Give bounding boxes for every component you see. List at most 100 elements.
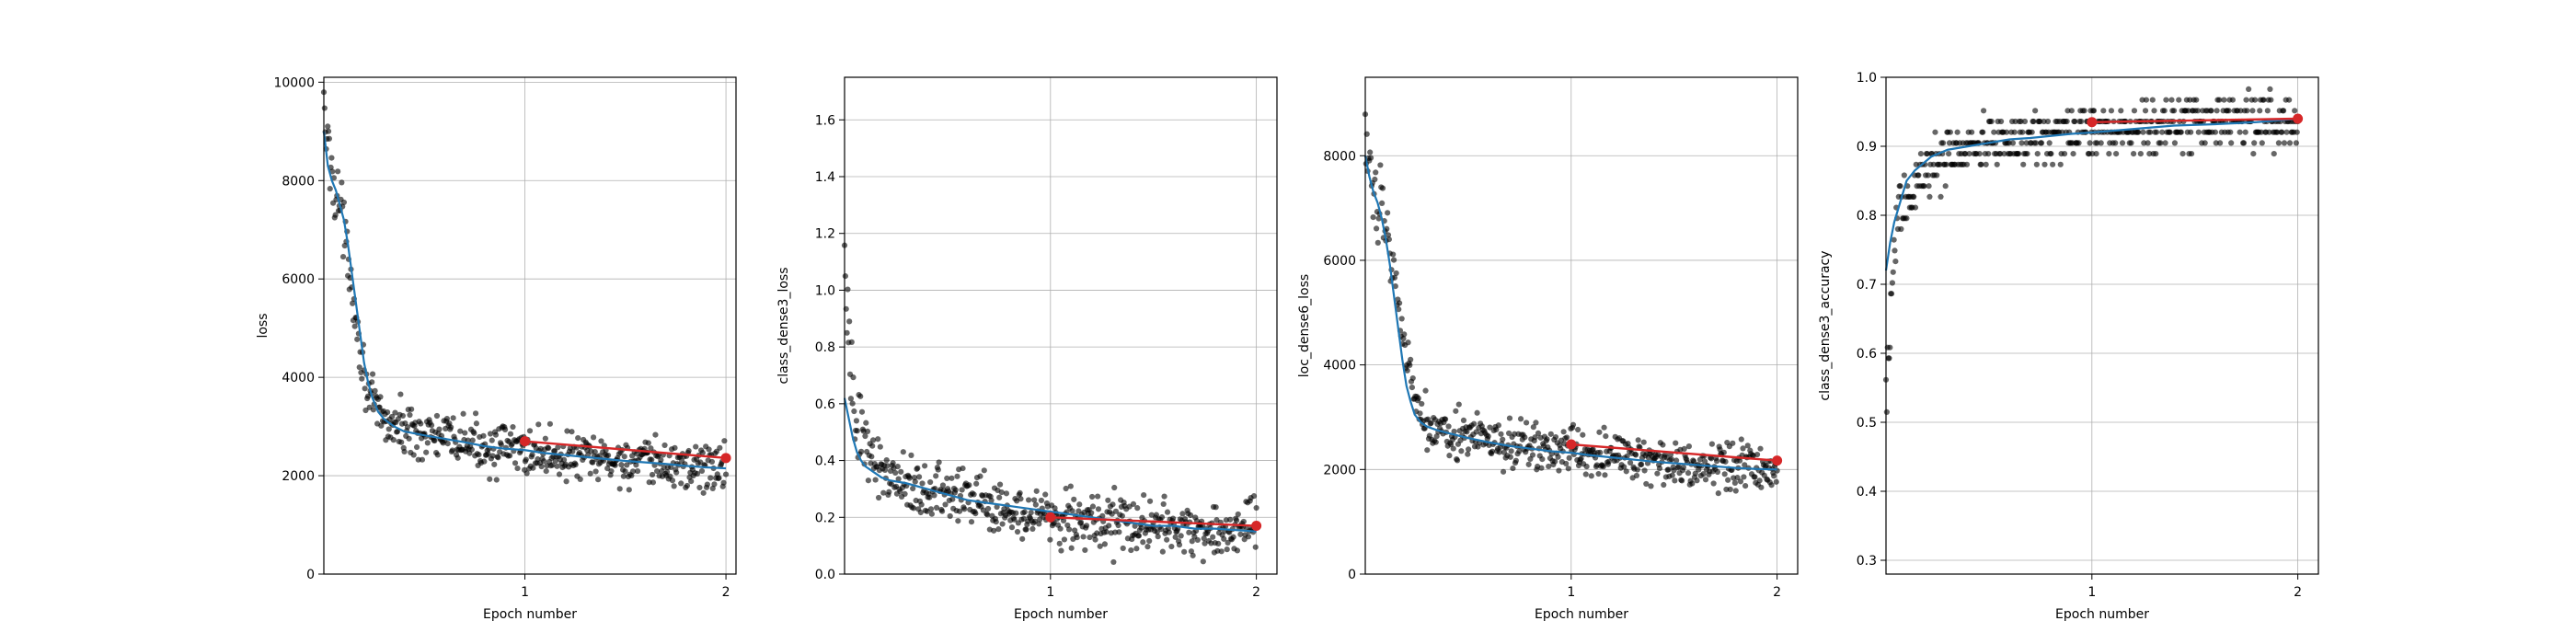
- panel-class-dense3-loss-batch-point: [1101, 541, 1108, 547]
- panel-class-dense3-loss-batch-point: [954, 473, 960, 479]
- panel-class-dense3-accuracy-batch-point: [1932, 129, 1938, 135]
- panel-class-dense3-loss-batch-point: [884, 463, 891, 469]
- panel-loc-dense6-loss-batch-point: [1752, 474, 1758, 480]
- panel-class-dense3-accuracy-y-tick-label-1: 0.4: [1857, 485, 1877, 500]
- panel-class-dense3-loss-batch-point: [1056, 540, 1063, 546]
- panel-class-dense3-accuracy-batch-point: [1962, 151, 1969, 157]
- panel-loc-dense6-loss-batch-point: [1455, 401, 1462, 408]
- panel-loss-batch-point: [555, 444, 561, 451]
- panel-loss-batch-point: [563, 478, 569, 485]
- panel-class-dense3-accuracy-batch-point: [2030, 118, 2037, 125]
- panel-loss-batch-point: [622, 468, 628, 475]
- panel-class-dense3-loss-batch-point: [1201, 535, 1207, 542]
- panel-class-dense3-accuracy-batch-point: [2225, 108, 2232, 114]
- panel-loss-batch-point: [699, 450, 706, 456]
- panel-loc-dense6-loss-batch-point: [1500, 436, 1506, 443]
- panel-class-dense3-loss-batch-point: [1221, 535, 1227, 542]
- panel-class-dense3-accuracy-batch-point: [2188, 129, 2194, 135]
- panel-class-dense3-loss-batch-point: [1042, 491, 1049, 498]
- panel-loc-dense6-loss-epoch-mean-marker-1: [1772, 455, 1783, 466]
- panel-loc-dense6-loss-batch-point: [1409, 374, 1416, 382]
- panel-loc-dense6-loss-batch-point: [1715, 490, 1721, 497]
- panel-loc-dense6-loss-batch-point: [1496, 449, 1502, 455]
- panel-loc-dense6-loss-batch-point: [1530, 424, 1536, 431]
- panel-loc-dense6-loss-batch-point: [1401, 331, 1408, 338]
- panel-loss-batch-point: [418, 420, 424, 427]
- panel-class-dense3-loss-batch-point: [922, 463, 928, 469]
- panel-loss-batch-point: [507, 453, 513, 459]
- panel-class-dense3-loss-batch-point: [1153, 512, 1160, 518]
- panel-loc-dense6-loss-batch-point: [1717, 446, 1723, 453]
- panel-loc-dense6-loss-y-tick-label-1: 2000: [1323, 463, 1356, 477]
- panel-class-dense3-accuracy-batch-point: [1943, 161, 1949, 167]
- panel-class-dense3-accuracy-batch-point: [2141, 140, 2147, 146]
- panel-loss-batch-point: [369, 371, 376, 377]
- panel-class-dense3-loss-batch-point: [1224, 546, 1230, 553]
- panel-loss-batch-point: [339, 179, 345, 186]
- panel-loss-batch-point: [351, 323, 358, 329]
- panel-loc-dense6-loss-batch-point: [1379, 185, 1386, 191]
- panel-class-dense3-accuracy-y-tick-label-7: 1.0: [1857, 71, 1877, 86]
- panel-class-dense3-loss-batch-point: [906, 475, 913, 481]
- panel-class-dense3-loss-batch-point: [846, 318, 853, 325]
- panel-class-dense3-accuracy-batch-point: [2064, 108, 2071, 114]
- panel-class-dense3-loss-batch-point: [1110, 501, 1116, 508]
- panel-class-dense3-loss-batch-point: [1018, 496, 1024, 502]
- panel-class-dense3-accuracy-batch-point: [2093, 151, 2099, 157]
- panel-loss-batch-point: [523, 456, 529, 463]
- panel-class-dense3-accuracy-batch-point: [2087, 140, 2093, 146]
- panel-class-dense3-accuracy-batch-point: [2068, 108, 2075, 114]
- panel-loc-dense6-loss-batch-point: [1487, 424, 1493, 431]
- panel-class-dense3-accuracy-batch-point: [2251, 97, 2259, 103]
- panel-class-dense3-accuracy-batch-point: [2214, 108, 2220, 114]
- panel-class-dense3-loss-batch-point: [947, 512, 953, 520]
- panel-loc-dense6-loss-batch-point: [1466, 446, 1472, 453]
- panel-class-dense3-loss-batch-point: [942, 501, 949, 508]
- panel-loc-dense6-loss-batch-point: [1446, 453, 1453, 459]
- panel-class-dense3-loss-batch-points: [841, 242, 1259, 566]
- panel-loss-batch-point: [449, 447, 455, 454]
- panel-loss-batch-point: [501, 426, 509, 432]
- panel-class-dense3-loss-y-tick-label-6: 1.2: [815, 227, 835, 242]
- panel-loc-dense6-loss-batch-point: [1560, 429, 1567, 435]
- panel-loss-batch-point: [626, 487, 632, 493]
- panel-loc-dense6-loss-batch-point: [1648, 483, 1654, 489]
- panel-class-dense3-accuracy-batch-point: [1889, 280, 1895, 286]
- panel-loc-dense6-loss-batch-point: [1563, 434, 1570, 441]
- panel-loss-batch-point: [652, 431, 659, 438]
- panel-loss-x-axis-label: Epoch number: [483, 607, 577, 622]
- panel-class-dense3-loss-frame: [844, 76, 1278, 575]
- panel-class-dense3-loss-batch-point: [1061, 536, 1068, 543]
- panel-class-dense3-loss-batch-point: [918, 501, 925, 508]
- panel-loss-batch-point: [560, 456, 568, 463]
- panel-class-dense3-accuracy-batch-point: [2009, 140, 2017, 146]
- panel-class-dense3-accuracy-batch-point: [2147, 129, 2154, 135]
- panel-loss-batch-point: [480, 432, 487, 439]
- panel-loc-dense6-loss-batch-point: [1583, 463, 1590, 470]
- panel-loss-batch-point: [385, 426, 392, 432]
- panel-loc-dense6-loss-batch-point: [1465, 451, 1471, 457]
- panel-loc-dense6-loss-batch-point: [1605, 458, 1612, 465]
- panel-loc-dense6-loss-batch-point: [1384, 225, 1390, 232]
- panel-loss-batch-point: [339, 253, 347, 260]
- panel-class-dense3-loss-batch-point: [1144, 544, 1151, 550]
- panel-loss-frame: [323, 76, 737, 575]
- panel-class-dense3-loss-batch-point: [1076, 501, 1083, 508]
- panel-loss-batch-point: [612, 462, 618, 468]
- panel-class-dense3-accuracy-batch-point: [2179, 151, 2186, 157]
- panel-loss-ticks: 1 2 0 2000 4000 6000 8000 10000: [273, 75, 730, 600]
- panel-class-dense3-accuracy-batch-point: [2145, 140, 2151, 146]
- panel-class-dense3-loss-batch-point: [1164, 509, 1171, 515]
- panel-class-dense3-accuracy-batch-point: [2229, 97, 2236, 103]
- panel-loc-dense6-loss-batch-point: [1390, 257, 1397, 263]
- panel-loss-batch-point: [620, 473, 627, 479]
- panel-loc-dense6-loss-batch-point: [1580, 431, 1586, 438]
- panel-class-dense3-accuracy-batch-point: [1915, 172, 1922, 178]
- panel-class-dense3-accuracy-batch-point: [1980, 129, 1986, 135]
- panel-loc-dense6-loss-batch-point: [1714, 468, 1721, 476]
- panel-class-dense3-loss-x-axis-label: Epoch number: [1014, 607, 1108, 622]
- panel-class-dense3-loss-y-tick-label-0: 0.0: [815, 568, 835, 582]
- panel-class-dense3-accuracy-batch-point: [2251, 140, 2258, 146]
- panel-loc-dense6-loss-ticks: 1 2 0 2000 4000 6000 8000: [1323, 149, 1781, 600]
- panel-class-dense3-loss-batch-point: [1087, 534, 1093, 541]
